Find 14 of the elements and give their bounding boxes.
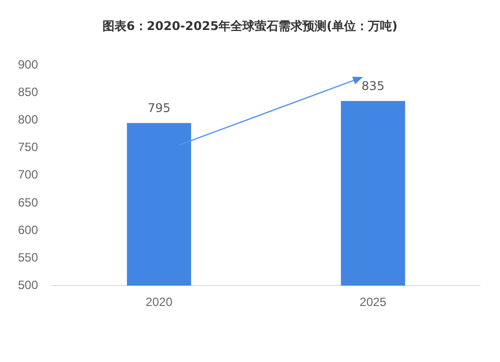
y-tick-label: 800 — [18, 112, 38, 127]
y-tick-label: 550 — [18, 250, 38, 264]
y-tick-label: 900 — [18, 58, 38, 72]
chart-title: 图表6：2020-2025年全球萤石需求预测(单位：万吨) — [101, 18, 399, 35]
x-tick-label: 2025 — [360, 295, 387, 310]
data-label: 835 — [362, 79, 384, 94]
y-tick-label: 700 — [18, 168, 38, 182]
y-tick-label: 600 — [18, 222, 38, 237]
y-tick-label: 500 — [18, 278, 38, 292]
y-tick-label: 650 — [18, 195, 38, 210]
y-tick-label: 850 — [18, 85, 38, 100]
data-label: 795 — [148, 101, 170, 116]
x-tick-label: 2020 — [146, 295, 173, 310]
y-tick-label: 750 — [18, 140, 38, 154]
